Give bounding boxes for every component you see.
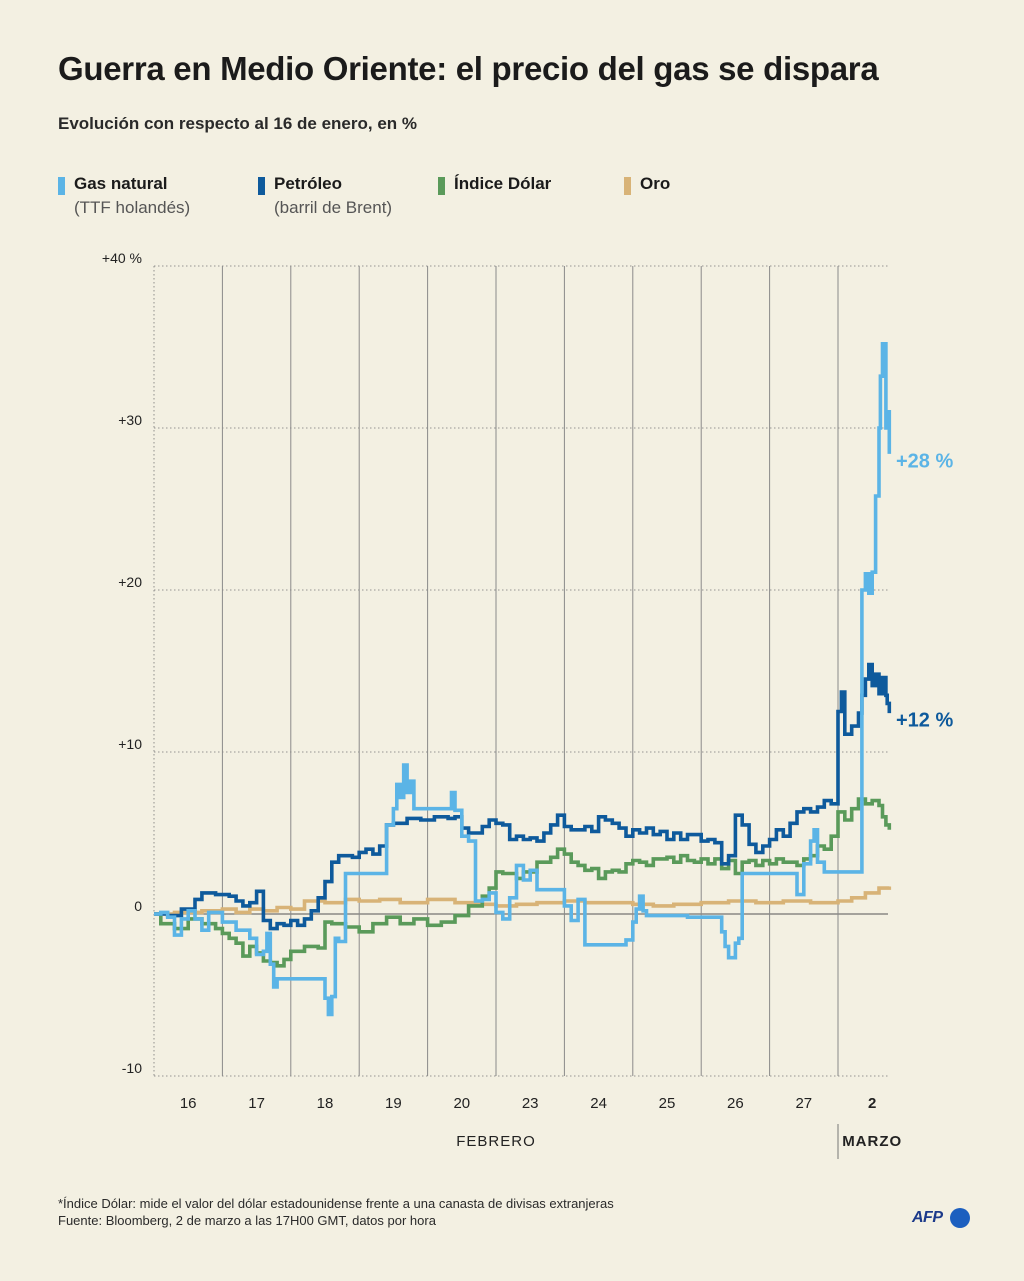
legend-label-gas: Gas natural xyxy=(74,174,168,193)
month-label: FEBRERO xyxy=(456,1133,536,1150)
y-tick-label: +30 xyxy=(118,412,142,428)
legend-sublabel-oil: (barril de Brent) xyxy=(274,198,393,217)
x-tick-label: 17 xyxy=(248,1095,265,1112)
legend-swatch-oil xyxy=(258,177,265,195)
footnote-source: Fuente: Bloomberg, 2 de marzo a las 17H0… xyxy=(58,1213,436,1228)
series-line-indice-dolar xyxy=(154,797,892,968)
x-tick-label: 19 xyxy=(385,1095,402,1112)
legend-label-gold: Oro xyxy=(640,174,671,193)
legend-swatch-gold xyxy=(624,177,631,195)
series-line-petroleo xyxy=(154,662,892,931)
x-tick-label: 16 xyxy=(180,1095,197,1112)
y-tick-label: +10 xyxy=(118,736,142,752)
y-tick-label: 0 xyxy=(134,898,142,914)
afp-logo-text: AFP xyxy=(912,1209,943,1226)
legend-label-oil: Petróleo xyxy=(274,174,343,193)
x-tick-label: 18 xyxy=(317,1095,334,1112)
legend-swatch-dollar xyxy=(438,177,445,195)
x-tick-label: 24 xyxy=(590,1095,607,1112)
page-title: Guerra en Medio Oriente: el precio del g… xyxy=(58,50,879,87)
footnote-dollar-index: *Índice Dólar: mide el valor del dólar e… xyxy=(58,1196,614,1211)
month-label: MARZO xyxy=(842,1133,902,1150)
page-subtitle: Evolución con respecto al 16 de enero, e… xyxy=(58,114,418,133)
end-value-label: +28 % xyxy=(896,450,953,472)
y-tick-label: -10 xyxy=(122,1060,142,1076)
x-tick-label: 2 xyxy=(868,1095,876,1112)
x-tick-label: 23 xyxy=(522,1095,539,1112)
legend-swatch-gas xyxy=(58,177,65,195)
x-tick-label: 20 xyxy=(453,1095,470,1112)
end-value-label: +12 % xyxy=(896,710,953,732)
x-tick-label: 26 xyxy=(727,1095,744,1112)
x-tick-label: 27 xyxy=(795,1095,812,1112)
legend-label-dollar: Índice Dólar xyxy=(454,174,552,193)
x-tick-label: 25 xyxy=(659,1095,676,1112)
afp-logo-dot-icon xyxy=(950,1208,970,1228)
y-tick-label: +40 % xyxy=(102,250,142,266)
legend-sublabel-gas: (TTF holandés) xyxy=(74,198,191,217)
y-tick-label: +20 xyxy=(118,574,142,590)
series-line-gas-natural xyxy=(154,342,892,1017)
